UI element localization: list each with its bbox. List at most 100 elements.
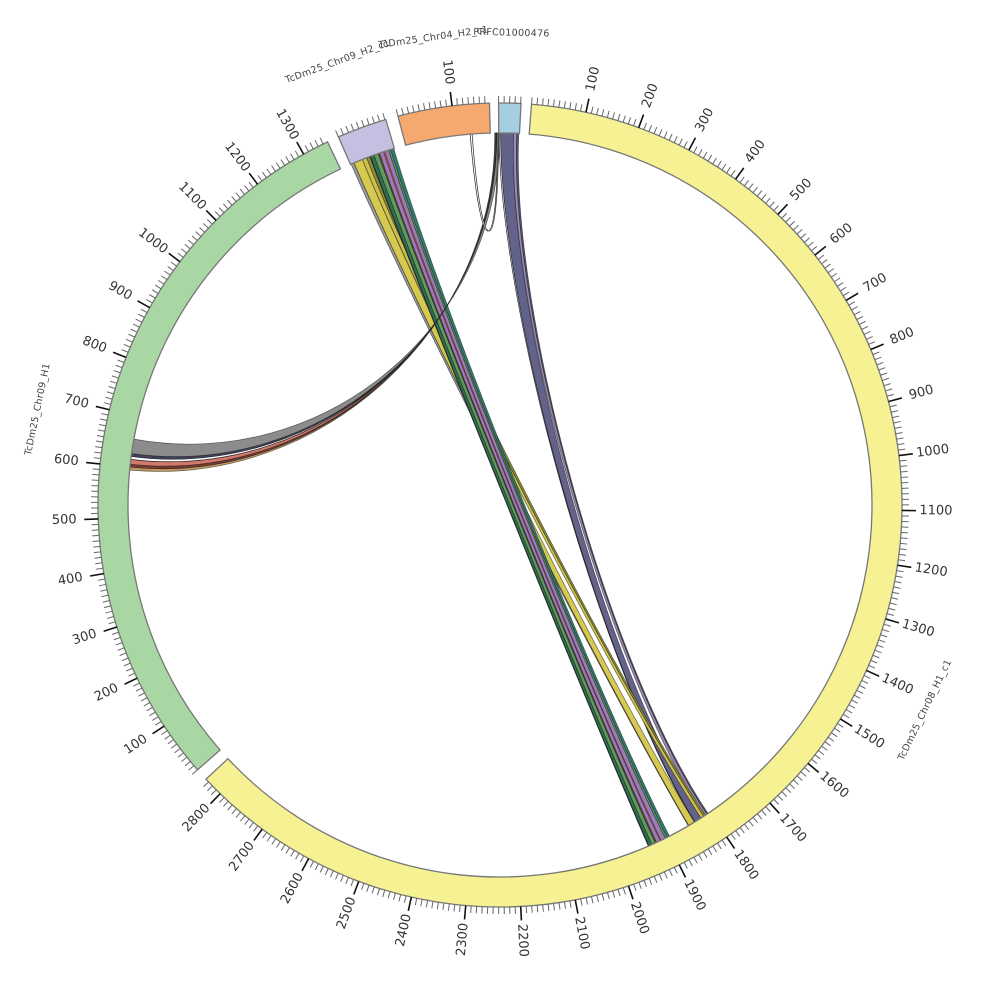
minor-tick-chr08 <box>853 311 861 316</box>
minor-tick-chr08 <box>398 894 402 902</box>
minor-tick-chr09h1 <box>123 662 131 667</box>
minor-tick-chr09h1 <box>113 370 121 374</box>
minor-tick-chr09h2 <box>377 114 381 122</box>
minor-tick-chr08 <box>765 197 771 204</box>
minor-tick-chr09h2 <box>355 121 360 129</box>
minor-tick-chr08 <box>536 97 539 105</box>
tick-label-chr08-600: 600 <box>827 220 856 247</box>
minor-tick-chr08 <box>207 785 213 792</box>
minor-tick-chr08 <box>789 220 795 227</box>
minor-tick-chr08 <box>856 689 864 694</box>
minor-tick-chr09h1 <box>113 636 121 641</box>
minor-tick-chr09h1 <box>206 219 213 225</box>
segment-name-label-chr04h2: TcDm25_Chr04_H2_c1 <box>377 24 489 51</box>
minor-tick-chr08 <box>898 553 906 556</box>
minor-tick-chr08 <box>542 904 544 912</box>
minor-tick-chr08 <box>900 465 908 467</box>
ticks-chr04h2: 100 <box>395 59 486 117</box>
tick-label-chr09h1-200: 200 <box>92 681 121 705</box>
minor-tick-chr08 <box>892 415 900 419</box>
minor-tick-chr09h1 <box>199 227 206 233</box>
minor-tick-chr08 <box>324 868 329 876</box>
minor-tick-chr08 <box>818 750 825 756</box>
tick-label-chr09h1-1300: 1300 <box>272 106 301 142</box>
minor-tick-chr09h1 <box>92 534 100 537</box>
minor-tick-chr09h1 <box>119 652 127 656</box>
minor-tick-chr04h2 <box>445 99 448 107</box>
minor-tick-chr08 <box>761 194 767 200</box>
major-tick-chr08 <box>407 896 413 911</box>
minor-tick-chr08 <box>804 237 810 243</box>
minor-tick-chr08 <box>596 107 599 115</box>
minor-tick-chr08 <box>863 330 871 335</box>
minor-tick-chr08 <box>617 889 621 897</box>
minor-tick-chr08 <box>542 98 544 106</box>
minor-tick-chr08 <box>891 597 899 600</box>
minor-tick-chr09h1 <box>97 578 105 581</box>
minor-tick-chr08 <box>596 895 599 903</box>
minor-tick-chr08 <box>868 341 876 345</box>
minor-tick-chr09h1 <box>146 299 153 304</box>
minor-tick-chr08 <box>726 166 731 174</box>
ticks-prfc <box>498 96 522 104</box>
minor-tick-chr09h1 <box>95 440 104 443</box>
tick-label-chr04h2-100: 100 <box>439 59 457 85</box>
minor-tick-chr08 <box>821 259 828 265</box>
major-tick-chr08 <box>885 618 900 624</box>
minor-tick-chr08 <box>856 315 864 321</box>
minor-tick-chr09h1 <box>138 692 145 697</box>
minor-tick-chr08 <box>547 904 550 912</box>
minor-tick-chr09h1 <box>161 730 168 735</box>
minor-tick-chr09h1 <box>181 756 188 762</box>
minor-tick-chr08 <box>382 889 386 897</box>
minor-tick-chr09h1 <box>130 328 138 333</box>
segment-chr04h2: 100 TcDm25_Chr04_H2_c1 <box>377 24 491 146</box>
minor-tick-chr08 <box>574 103 577 111</box>
minor-tick-chr08 <box>896 437 904 440</box>
minor-tick-chr09h1 <box>177 752 184 758</box>
minor-tick-chr08 <box>769 201 775 208</box>
tick-label-chr08-1400: 1400 <box>879 671 915 698</box>
minor-tick-chr09h2 <box>345 125 350 133</box>
tick-label-chr09h1-600: 600 <box>53 452 79 469</box>
minor-tick-chr09h1 <box>161 275 168 281</box>
minor-tick-chr08 <box>781 791 788 797</box>
minor-tick-chr09h1 <box>149 294 156 299</box>
minor-tick-chr08 <box>837 723 844 728</box>
major-tick-chr08 <box>574 899 579 914</box>
minor-tick-chr09h1 <box>103 605 111 609</box>
minor-tick-chr08 <box>414 898 418 906</box>
minor-tick-chr08 <box>868 664 876 669</box>
minor-tick-chr09h1 <box>121 657 129 662</box>
minor-tick-chr08 <box>821 745 828 751</box>
minor-tick-chr09h1 <box>125 667 133 672</box>
minor-tick-chr04h2 <box>434 101 437 109</box>
minor-tick-chr04h2 <box>423 103 426 111</box>
tick-label-chr08-900: 900 <box>907 382 935 403</box>
minor-tick-chr08 <box>210 789 217 796</box>
major-tick-chr08 <box>734 167 745 180</box>
minor-tick-chr09h1 <box>96 567 104 570</box>
minor-tick-chr09h1 <box>93 545 101 548</box>
minor-tick-chr09h1 <box>167 739 174 745</box>
minor-tick-chr08 <box>580 104 583 112</box>
tick-label-chr08-100: 100 <box>583 65 603 92</box>
minor-tick-chr08 <box>888 607 896 611</box>
minor-tick-chr09h1 <box>188 239 195 246</box>
major-tick-chr08 <box>585 98 590 113</box>
minor-tick-chr08 <box>653 876 658 883</box>
minor-tick-chr08 <box>563 101 566 109</box>
tick-label-chr08-2000: 2000 <box>627 900 652 936</box>
minor-tick-chr09h1 <box>151 289 159 294</box>
major-tick-chr08 <box>777 203 789 215</box>
minor-tick-chr08 <box>622 887 626 895</box>
major-tick-chr09h1 <box>296 141 305 155</box>
minor-tick-chr08 <box>688 859 693 867</box>
minor-tick-chr08 <box>870 659 878 664</box>
minor-tick-chr08 <box>800 233 807 239</box>
minor-tick-chr09h1 <box>138 313 145 318</box>
minor-tick-chr08 <box>756 190 763 197</box>
minor-tick-chr08 <box>830 272 838 278</box>
major-tick-chr09h1 <box>95 405 110 411</box>
